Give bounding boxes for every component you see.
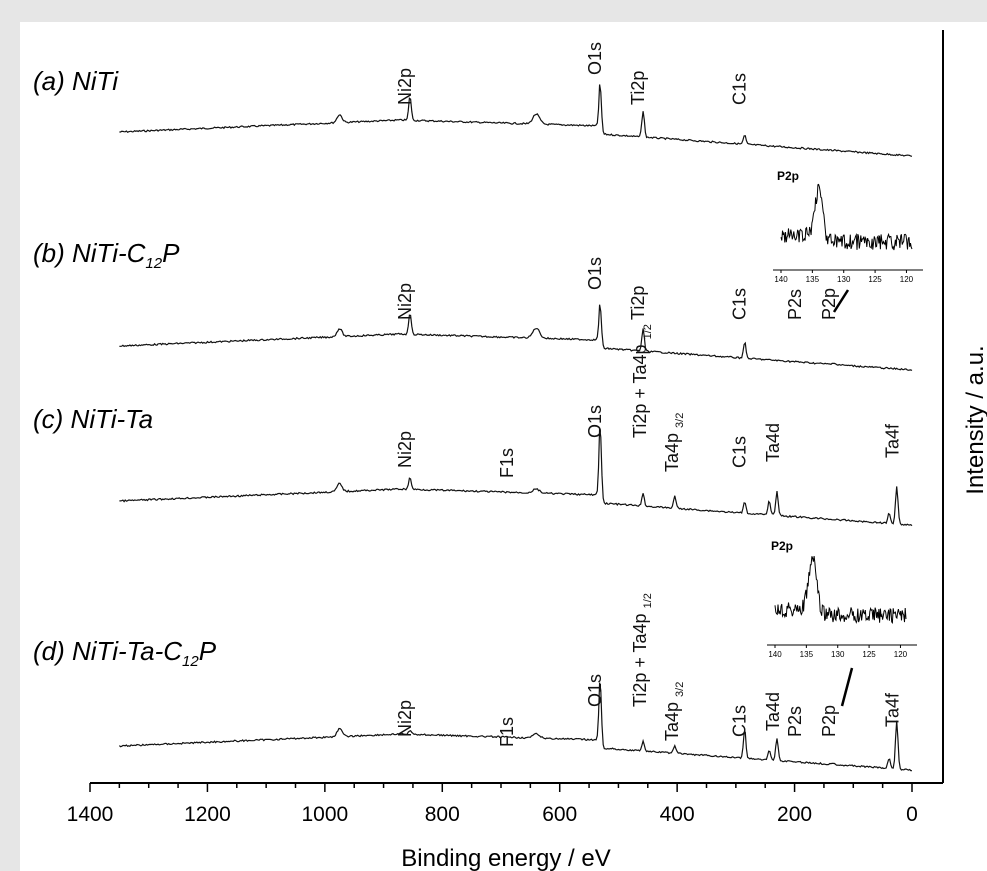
inset-title: P2p [777,169,799,183]
spectrum-trace [119,427,913,527]
spectrum-trace [118,682,912,772]
peak-label: O1s [585,42,605,75]
inset-layer: P2p 140 135 130 125 120 P2p 140 135 130 125 120 [767,169,923,707]
peak-label: Ti2p + Ta4p1/2 [630,593,654,707]
peak-label: O1s [585,674,605,707]
inset-tick-label: 140 [774,275,788,284]
peak-label: C1s [730,705,750,737]
panel-label: (c) NiTi-Ta [33,404,153,434]
inset-tick-label: 125 [862,650,876,659]
x-tick-label: 1200 [184,803,231,826]
inset-tick-label: 135 [800,650,814,659]
x-tick-label: 1400 [67,803,114,826]
peak-label: P2s [785,289,805,320]
peak-label: Ta4f [883,692,903,727]
peak-label: Ta4d [763,692,783,731]
peak-label: P2p [819,288,839,320]
peak-label: C1s [730,436,750,468]
x-tick-label: 200 [777,803,812,826]
peak-label: Ni2p [395,283,415,320]
peak-label: C1s [730,288,750,320]
inset-leader-line [840,667,854,707]
inset-tick-label: 120 [900,275,914,284]
peak-label: Ni2p [395,431,415,468]
chart-panel [20,22,987,871]
inset-tick-label: 140 [768,650,782,659]
peak-label: Ta4p3/2 [662,682,686,741]
peak-label: Ti2p + Ta4p1/2 [630,324,654,438]
peak-label: F1s [497,448,517,478]
x-axis-title: Binding energy / eV [401,845,610,871]
spectrum-4: (d) NiTi-Ta-C12P Ni2p F1s O1s Ti2p + Ta4p1/2… [33,593,912,772]
spectrum-3: (c) NiTi-Ta Ni2p F1s O1s Ti2p + Ta4p1/2 Ta4p3… [33,324,913,527]
inset-tick-label: 130 [831,650,845,659]
inset-2: P2p 140 135 130 125 120 [767,539,917,707]
inset-tick-label: 130 [837,275,851,284]
peak-label: O1s [585,405,605,438]
spectrum-trace [119,84,913,157]
peak-label: C1s [730,73,750,105]
panel-label: (d) NiTi-Ta-C12P [33,636,217,670]
inset-trace [774,556,907,624]
x-tick-label: 400 [660,803,695,826]
peak-label: Ni2p [395,68,415,105]
spectrum-2: (b) NiTi-C12P Ni2p O1s Ti2p C1s P2s P2p [33,238,913,372]
spectrum-trace [119,304,913,372]
panel-label: (a) NiTi [33,66,119,96]
x-axis-ticks: 1400 1200 1000 800 600 400 200 0 [67,783,918,826]
peak-label: Ta4p3/2 [662,413,686,472]
inset-tick-label: 125 [868,275,882,284]
inset-trace [780,183,913,251]
spectrum-1: (a) NiTi Ni2p O1s Ti2p C1s [33,42,913,157]
inset-title: P2p [771,539,793,553]
x-tick-label: 0 [906,803,918,826]
inset-1: P2p 140 135 130 125 120 [773,169,923,313]
peak-label: Ta4f [883,423,903,458]
panel-label: (b) NiTi-C12P [33,238,180,272]
x-tick-label: 800 [425,803,460,826]
peak-label: P2s [785,706,805,737]
inset-tick-label: 135 [806,275,820,284]
x-tick-label: 600 [542,803,577,826]
series-layer: (a) NiTi Ni2p O1s Ti2p C1s (b) NiTi-C12P Ni2p O… [33,42,913,772]
peak-label: Ta4d [763,423,783,462]
peak-label: Ni2p [395,700,415,737]
inset-leader-line [832,289,850,313]
peak-label: Ti2p [628,71,648,105]
y-axis-title: Intensity / a.u. [962,345,987,494]
peak-label: Ti2p [628,286,648,320]
peak-label: O1s [585,257,605,290]
peak-label: F1s [497,717,517,747]
peak-label: P2p [819,705,839,737]
inset-tick-label: 120 [894,650,908,659]
x-tick-label: 1000 [301,803,348,826]
